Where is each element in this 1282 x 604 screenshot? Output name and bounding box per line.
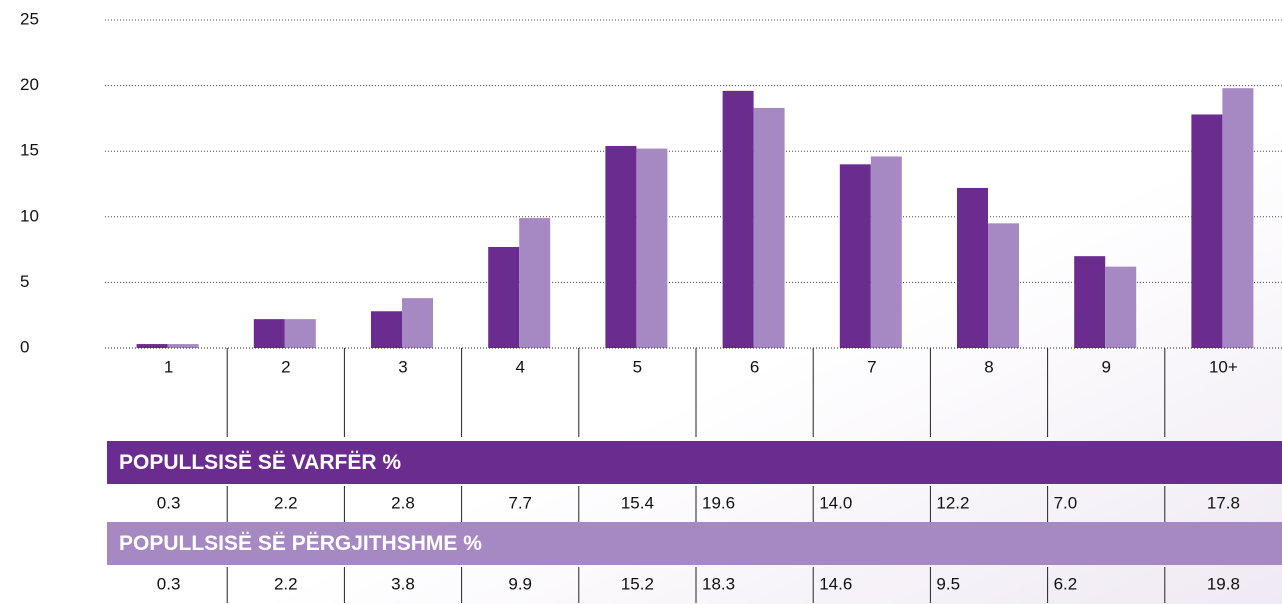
y-tick-label: 15 — [20, 141, 39, 160]
table-value: 15.2 — [621, 574, 654, 593]
x-tick-label: 4 — [515, 357, 524, 376]
bar — [605, 145, 637, 348]
bar — [988, 223, 1019, 348]
table-value: 9.9 — [508, 574, 532, 593]
table-value: 9.5 — [936, 574, 960, 593]
row-header — [107, 441, 1282, 484]
table-value: 17.8 — [1207, 493, 1240, 512]
y-tick-label: 10 — [20, 206, 39, 225]
table-value: 19.8 — [1207, 574, 1240, 593]
bar — [488, 246, 520, 348]
table-value: 14.6 — [819, 574, 852, 593]
row-header — [107, 522, 1282, 565]
bar — [1105, 266, 1137, 348]
x-tick-label: 3 — [398, 357, 407, 376]
bar — [253, 319, 285, 348]
bar — [136, 344, 168, 348]
bar — [284, 319, 316, 348]
table-value: 19.6 — [702, 493, 735, 512]
bar — [371, 311, 402, 348]
y-tick-label: 5 — [20, 272, 29, 291]
bar — [402, 298, 433, 348]
bar — [839, 164, 871, 348]
x-tick-label: 7 — [867, 357, 876, 376]
table-value: 7.0 — [1054, 493, 1078, 512]
x-tick-label: 10+ — [1209, 357, 1238, 376]
bar — [519, 218, 551, 348]
table-value: 14.0 — [819, 493, 852, 512]
x-tick-label: 8 — [984, 357, 993, 376]
table-value: 6.2 — [1054, 574, 1078, 593]
bar — [957, 187, 988, 348]
table-value: 2.2 — [274, 493, 298, 512]
bar — [722, 90, 754, 349]
table-value: 18.3 — [702, 574, 735, 593]
bar — [1191, 114, 1223, 349]
bar — [1074, 256, 1106, 348]
y-tick-label: 25 — [20, 9, 39, 28]
bar — [636, 148, 668, 348]
row-title: POPULLSISË SË VARFËR % — [119, 451, 401, 474]
bar — [870, 156, 902, 348]
table-value: 7.7 — [508, 493, 532, 512]
table-value: 0.3 — [157, 574, 181, 593]
table-value: 12.2 — [936, 493, 969, 512]
x-tick-label: 5 — [633, 357, 642, 376]
x-tick-label: 9 — [1101, 357, 1110, 376]
bar — [753, 107, 785, 349]
table-value: 0.3 — [157, 493, 181, 512]
x-tick-label: 6 — [750, 357, 759, 376]
table-value: 3.8 — [391, 574, 415, 593]
bar — [1222, 88, 1254, 348]
y-tick-label: 0 — [20, 337, 29, 356]
table-value: 15.4 — [621, 493, 654, 512]
table-value: 2.8 — [391, 493, 415, 512]
y-tick-label: 20 — [20, 75, 39, 94]
x-tick-label: 1 — [164, 357, 173, 376]
bar — [167, 344, 199, 348]
table-value: 2.2 — [274, 574, 298, 593]
x-tick-label: 2 — [281, 357, 290, 376]
row-title: POPULLSISË SË PËRGJITHSHME % — [119, 532, 482, 555]
